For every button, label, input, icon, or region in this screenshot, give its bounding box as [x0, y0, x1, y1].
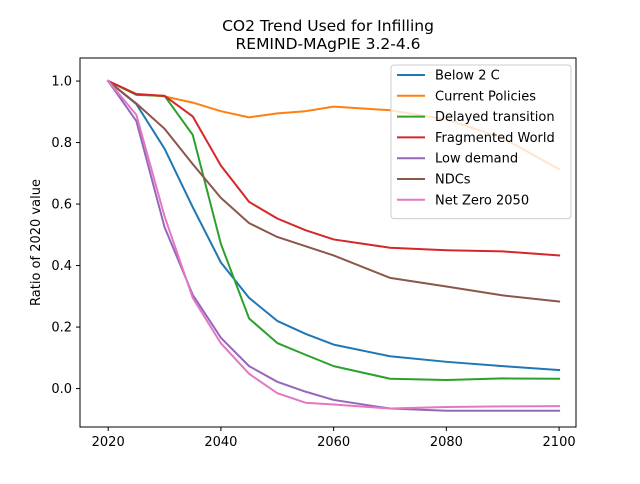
- y-tick-label: 0.2: [51, 321, 72, 336]
- y-tick-label: 1.0: [51, 75, 72, 90]
- chart-subtitle: REMIND-MAgPIE 3.2-4.6: [236, 35, 421, 53]
- series-line-4: [106, 79, 561, 412]
- legend-label: Below 2 C: [435, 69, 500, 84]
- legend-label: Delayed transition: [435, 110, 555, 125]
- series-line-5: [106, 79, 561, 303]
- legend: Below 2 C Current Policies Delayed transit…: [390, 64, 572, 220]
- legend-label: NDCs: [435, 173, 471, 188]
- x-tick-label: 2080: [430, 435, 463, 450]
- series-line-3: [106, 79, 561, 257]
- x-tick-label: 2060: [317, 435, 350, 450]
- legend-label: Current Policies: [435, 89, 536, 104]
- series-line-6: [106, 79, 561, 410]
- legend-label: Fragmented World: [435, 131, 555, 146]
- legend-box: [390, 64, 572, 220]
- y-tick-label: 0.6: [51, 198, 72, 213]
- y-axis-label: Ratio of 2020 value: [29, 179, 44, 306]
- plot-frame: [79, 57, 577, 428]
- y-tick-label: 0.4: [51, 259, 72, 274]
- plot-area: 2020 2040 2060 2080 2100 0.0 0.2 0.4 0.6 0.8 1.0: [51, 57, 577, 450]
- chart-title: CO2 Trend Used for Infilling: [222, 17, 434, 35]
- legend-label: Net Zero 2050: [435, 193, 529, 208]
- legend-label: Low demand: [435, 152, 518, 167]
- x-tick-label: 2040: [204, 435, 237, 450]
- x-tick-label: 2020: [92, 435, 125, 450]
- y-tick-label: 0.8: [51, 136, 72, 151]
- x-tick-label: 2100: [543, 435, 576, 450]
- y-tick-label: 0.0: [51, 382, 72, 397]
- series-line-0: [106, 79, 561, 372]
